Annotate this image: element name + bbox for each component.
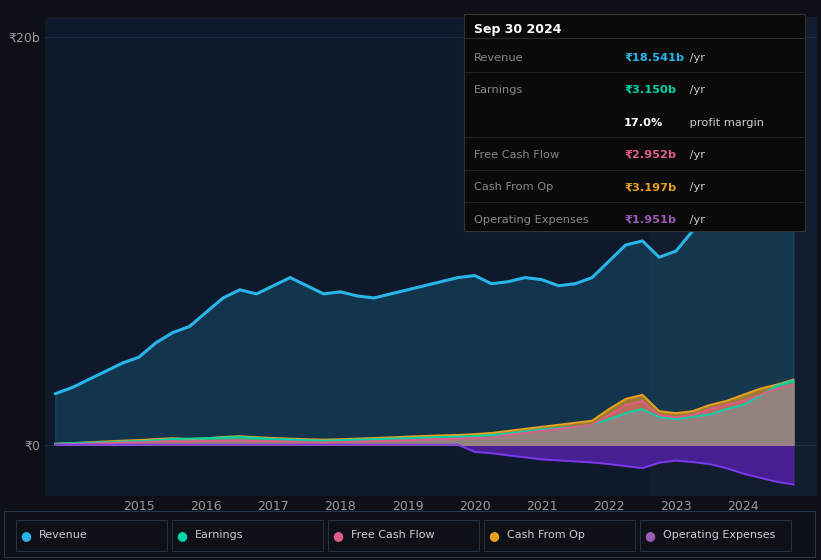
Text: ₹3.197b: ₹3.197b	[624, 183, 677, 193]
Text: Free Cash Flow: Free Cash Flow	[351, 530, 434, 540]
Text: ●: ●	[21, 529, 31, 542]
Text: ●: ●	[644, 529, 655, 542]
Text: Cash From Op: Cash From Op	[507, 530, 585, 540]
Text: ₹3.150b: ₹3.150b	[624, 85, 676, 95]
Text: /yr: /yr	[686, 150, 704, 160]
Text: ₹18.541b: ₹18.541b	[624, 53, 684, 63]
Text: Revenue: Revenue	[474, 53, 523, 63]
Text: Cash From Op: Cash From Op	[474, 183, 553, 193]
Text: Free Cash Flow: Free Cash Flow	[474, 150, 559, 160]
Text: profit margin: profit margin	[686, 118, 764, 128]
Text: Revenue: Revenue	[39, 530, 87, 540]
Text: Earnings: Earnings	[474, 85, 523, 95]
Text: ₹1.951b: ₹1.951b	[624, 215, 676, 225]
Text: /yr: /yr	[686, 183, 704, 193]
Text: ●: ●	[177, 529, 187, 542]
Text: ●: ●	[333, 529, 343, 542]
Text: ₹2.952b: ₹2.952b	[624, 150, 676, 160]
Text: Operating Expenses: Operating Expenses	[474, 215, 589, 225]
Text: /yr: /yr	[686, 215, 704, 225]
Text: Operating Expenses: Operating Expenses	[663, 530, 775, 540]
Text: 17.0%: 17.0%	[624, 118, 663, 128]
Text: Earnings: Earnings	[195, 530, 243, 540]
Text: /yr: /yr	[686, 53, 704, 63]
Text: ●: ●	[488, 529, 499, 542]
Text: Sep 30 2024: Sep 30 2024	[474, 23, 562, 36]
Text: /yr: /yr	[686, 85, 704, 95]
Bar	[650, 17, 817, 496]
